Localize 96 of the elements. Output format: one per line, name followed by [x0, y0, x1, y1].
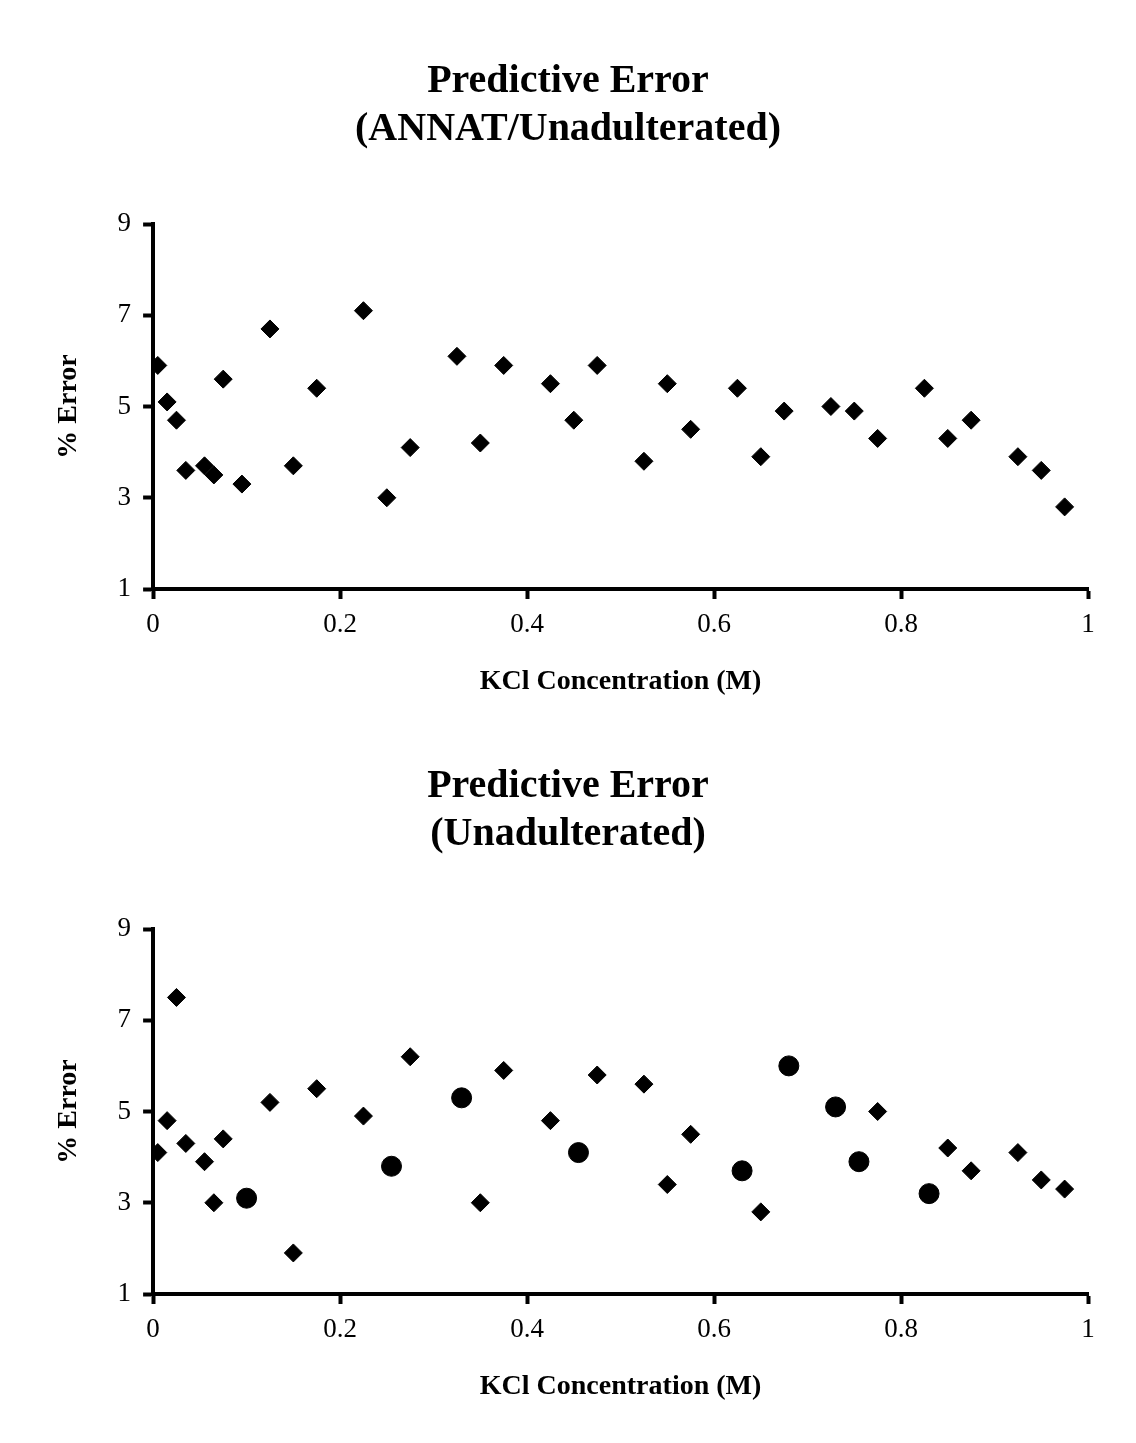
x-tick-label: 1 — [1081, 608, 1095, 639]
point — [353, 301, 373, 321]
point — [634, 451, 654, 471]
y-tick-label: 5 — [117, 389, 132, 420]
point — [204, 1193, 224, 1213]
point — [540, 374, 560, 394]
point — [377, 488, 397, 508]
point — [381, 1155, 402, 1177]
point — [451, 1087, 473, 1109]
point — [587, 1065, 607, 1085]
point — [821, 397, 841, 416]
point — [938, 1138, 958, 1158]
point — [731, 1160, 753, 1182]
point — [634, 1074, 654, 1094]
point — [204, 465, 224, 485]
chart-title: Predictive Error (ANNAT/Unadulterated) — [355, 56, 781, 150]
x-tick-label: 0 — [146, 1313, 160, 1344]
x-tick-label: 0.4 — [510, 608, 545, 639]
y-tick-label: 3 — [117, 1185, 132, 1216]
x-tick-label: 0.8 — [884, 1313, 918, 1344]
point — [1055, 1179, 1075, 1199]
point — [961, 1161, 981, 1181]
y-tick-label: 9 — [117, 912, 132, 943]
point — [1055, 497, 1075, 517]
point — [176, 1133, 196, 1153]
point — [283, 1243, 303, 1263]
y-tick-label: 1 — [117, 572, 132, 603]
point — [657, 1175, 677, 1194]
point — [825, 1096, 847, 1118]
point — [470, 1193, 490, 1213]
point — [1031, 1170, 1051, 1190]
x-tick-label: 0.4 — [510, 1313, 545, 1344]
point — [751, 447, 771, 467]
point — [166, 987, 186, 1007]
x-tick-label: 1 — [1081, 1313, 1095, 1344]
y-tick-label: 1 — [117, 1277, 132, 1308]
x-tick-label: 0.2 — [323, 1313, 357, 1344]
point — [587, 355, 607, 375]
point — [260, 1092, 280, 1112]
point — [1031, 460, 1051, 480]
point — [232, 474, 252, 494]
x-tick-label: 0.8 — [884, 608, 918, 639]
point — [778, 1055, 800, 1077]
point — [236, 1187, 258, 1209]
x-tick-label: 0.2 — [323, 608, 357, 639]
y-axis-title: % Error — [51, 1059, 83, 1164]
point — [844, 401, 864, 421]
point — [195, 1152, 215, 1172]
point — [657, 374, 677, 394]
point — [938, 428, 958, 448]
point — [914, 378, 934, 398]
y-tick-label: 7 — [117, 298, 132, 329]
y-tick-label: 5 — [117, 1094, 132, 1125]
point — [353, 1106, 373, 1126]
point — [1008, 1143, 1028, 1163]
point — [918, 1183, 940, 1205]
x-tick-label: 0 — [146, 608, 160, 639]
point — [727, 378, 747, 398]
point — [195, 456, 215, 476]
point — [260, 319, 280, 339]
point — [447, 346, 467, 366]
point — [1008, 447, 1028, 467]
x-tick-label: 0.6 — [697, 1313, 731, 1344]
x-axis-title: KCl Concentration (M) — [479, 1369, 762, 1401]
point — [400, 438, 420, 458]
point — [213, 1129, 233, 1149]
point — [494, 1060, 514, 1080]
x-axis-title: KCl Concentration (M) — [479, 664, 762, 696]
point — [848, 1151, 870, 1173]
y-tick-label: 9 — [117, 207, 132, 238]
point — [213, 369, 233, 389]
point — [868, 1102, 888, 1121]
point — [157, 1111, 177, 1131]
x-tick-label: 0.6 — [697, 608, 731, 639]
point — [400, 1047, 420, 1067]
point — [681, 419, 701, 439]
point — [567, 1142, 589, 1164]
point — [540, 1111, 560, 1131]
y-tick-label: 7 — [117, 1003, 132, 1034]
point — [470, 433, 490, 453]
point — [751, 1202, 771, 1222]
chart-title: Predictive Error (Unadulterated) — [427, 761, 709, 855]
point — [307, 1079, 327, 1099]
point — [157, 392, 177, 412]
point — [961, 410, 981, 430]
point — [681, 1124, 701, 1144]
point — [283, 456, 303, 476]
point — [774, 401, 794, 421]
point — [176, 460, 196, 480]
point — [564, 410, 584, 430]
point — [307, 378, 327, 398]
point — [494, 355, 514, 375]
point — [868, 428, 888, 448]
y-tick-label: 3 — [117, 480, 132, 511]
y-axis-title: % Error — [51, 354, 83, 459]
point — [166, 410, 186, 430]
